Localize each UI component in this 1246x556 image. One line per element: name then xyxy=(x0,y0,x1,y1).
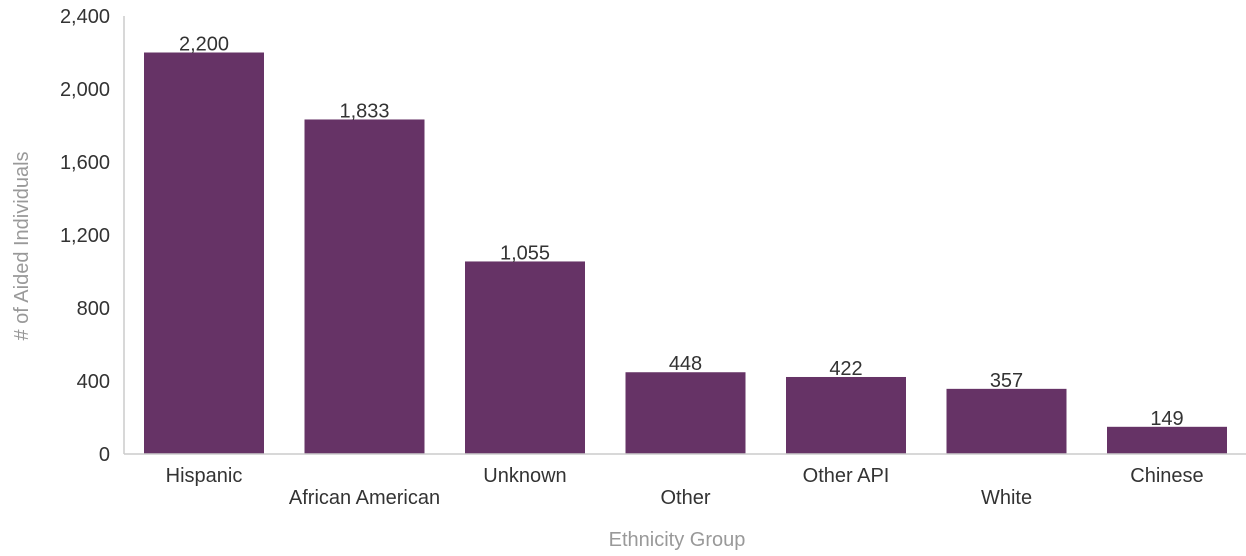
data-label: 2,200 xyxy=(179,34,229,56)
y-tick-label: 2,400 xyxy=(60,6,110,28)
data-label: 357 xyxy=(990,370,1023,392)
y-tick-label: 800 xyxy=(77,298,110,320)
bars: 2,200 1,833 1,055 448 422 357 149 xyxy=(144,34,1227,454)
data-label: 1,055 xyxy=(500,242,550,264)
data-label: 422 xyxy=(829,358,862,380)
x-tick-label: Other xyxy=(660,487,710,509)
data-label: 448 xyxy=(669,353,702,375)
bar xyxy=(786,376,906,454)
y-tick-label: 0 xyxy=(99,444,110,466)
y-tick-label: 400 xyxy=(77,371,110,393)
x-tick-label: African American xyxy=(289,487,440,509)
bar xyxy=(946,388,1067,454)
bar xyxy=(1107,426,1227,454)
x-tick-label: Unknown xyxy=(483,465,566,487)
y-axis-title: # of Aided Individuals xyxy=(11,151,33,340)
bar xyxy=(465,261,585,454)
x-tick-label: Hispanic xyxy=(166,465,243,487)
bar xyxy=(304,119,425,454)
data-label: 1,833 xyxy=(339,100,389,122)
y-tick-label: 1,600 xyxy=(60,152,110,174)
y-tick-label: 1,200 xyxy=(60,225,110,247)
x-axis-title: Ethnicity Group xyxy=(609,529,746,551)
bar xyxy=(625,372,746,454)
x-tick-label: Other API xyxy=(803,465,890,487)
x-tick-label: White xyxy=(981,487,1032,509)
y-axis: 0 400 800 1,200 1,600 2,000 2,400 xyxy=(60,6,125,466)
x-axis: Hispanic African American Unknown Other Othe… xyxy=(124,453,1246,509)
x-tick-label: Chinese xyxy=(1130,465,1203,487)
y-tick-label: 2,000 xyxy=(60,79,110,101)
bar xyxy=(144,52,264,454)
data-label: 149 xyxy=(1150,408,1183,430)
